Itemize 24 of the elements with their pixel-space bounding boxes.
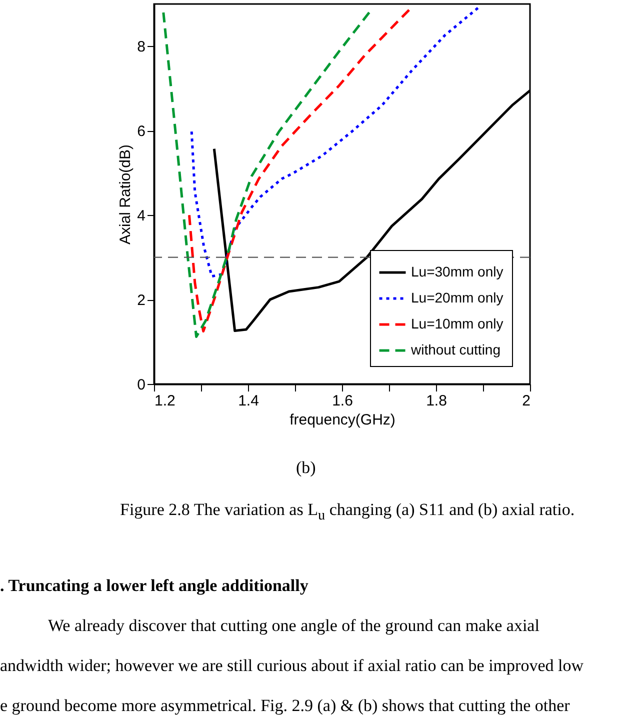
text: e ground become more asymmetrical. Fig. 2.9 (a) & (b) shows that cutting the other	[0, 696, 570, 716]
legend-label: Lu=20mm only	[411, 290, 504, 306]
legend-label: Lu=10mm only	[411, 316, 504, 332]
x-tick-label: 1.8	[426, 392, 447, 410]
x-tick-label: 1.2	[154, 392, 176, 410]
y-tick-label: 6	[137, 123, 146, 140]
text: (b)	[296, 458, 316, 478]
line-series	[162, 10, 372, 338]
y-tick-label: 4	[137, 208, 146, 225]
legend-label: without cutting	[410, 342, 500, 358]
y-axis-title: Axial Ratio(dB)	[117, 144, 134, 245]
x-tick-label: 1.4	[238, 392, 259, 410]
legend-label: Lu=30mm only	[411, 264, 504, 280]
y-tick-label: 2	[137, 292, 146, 310]
line-series	[188, 8, 410, 332]
caption: Figure 2.8 The variation as L$_{u}$ changing (a) S11 and (b) axial ratio.	[120, 500, 575, 524]
y-tick-label: 8	[137, 38, 146, 56]
x-tick-label: 1.6	[332, 392, 353, 410]
y-tick-label: 0	[137, 376, 146, 394]
text: We already discover that cutting one angle of the ground can make axial	[48, 616, 540, 636]
text: . Truncating a lower left angle additionally	[0, 576, 308, 596]
text: andwidth wider; however we are still curious about if axial ratio can be improved low	[0, 656, 584, 676]
x-axis-title: frequency(GHz)	[290, 412, 396, 428]
x-tick-label: 2	[522, 392, 530, 410]
